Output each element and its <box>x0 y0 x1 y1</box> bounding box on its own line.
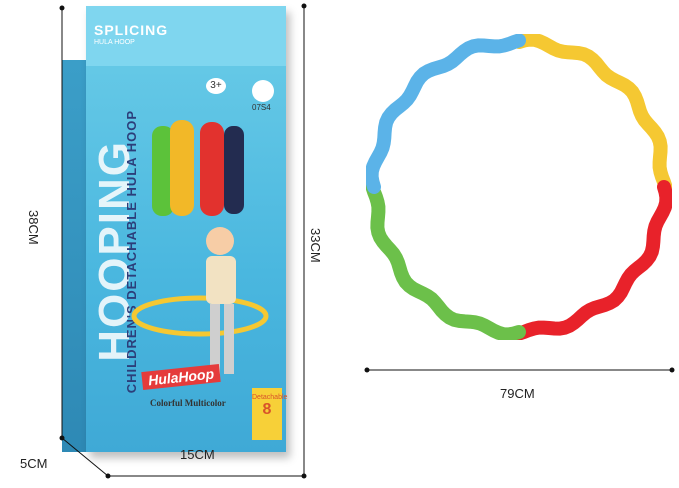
box-height-label: 38CM <box>26 210 41 245</box>
hula-hoop <box>366 34 672 340</box>
child-hoop <box>131 295 269 337</box>
hoop-piece-green <box>152 126 174 216</box>
detachable-badge: Detachable 8 <box>252 388 288 440</box>
child-leg-right <box>224 304 234 374</box>
child-leg-left <box>210 304 220 374</box>
child-head <box>206 227 234 255</box>
box-depth-label: 5CM <box>20 456 48 471</box>
package-header <box>86 6 286 66</box>
brand-logo-icon <box>252 80 274 102</box>
detachable-count: 8 <box>262 401 272 418</box>
hoop-piece-navy <box>224 126 244 214</box>
hoop-height-label: 33CM <box>308 228 323 263</box>
hoop-piece-red <box>200 122 224 216</box>
box-width-label: 15CM <box>180 447 215 462</box>
hoop-segment-red <box>512 180 672 340</box>
age-badge: 3+ <box>206 78 226 94</box>
hoop-diameter-label: 79CM <box>500 386 535 401</box>
hoop-piece-yellow <box>170 120 194 216</box>
hoop-segment-yellow <box>512 34 672 194</box>
hoop-segment-green <box>366 180 526 340</box>
package-subtitle: HULA HOOP <box>94 39 135 46</box>
package-side <box>62 60 88 452</box>
color-caption: Colorful Multicolor <box>150 398 226 408</box>
hoop-segment-blue <box>366 34 526 194</box>
package-title: SPLICING <box>94 22 169 38</box>
product-code: 07S4 <box>252 103 271 112</box>
detachable-label: Detachable <box>252 394 288 401</box>
package-illustration <box>131 120 269 374</box>
child-shirt <box>206 256 236 304</box>
depth-dimension-line <box>61 437 109 477</box>
